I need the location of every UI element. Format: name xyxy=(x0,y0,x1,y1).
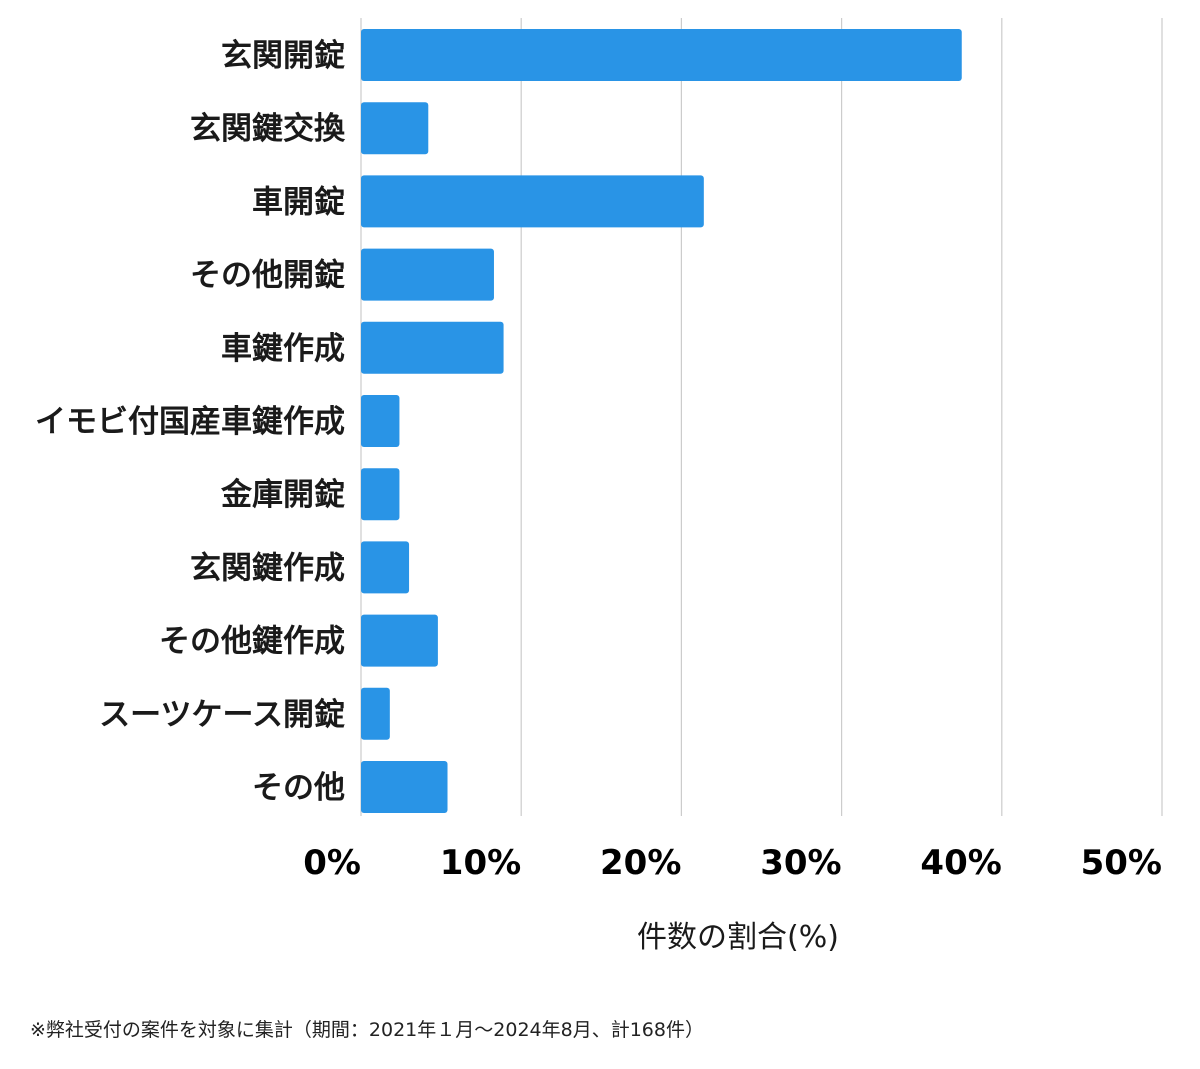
category-label-5: イモビ付国産車鍵作成 xyxy=(35,404,345,440)
bar-2 xyxy=(361,175,704,228)
category-labels: 玄関開錠玄関鍵交換車開錠その他開錠車鍵作成イモビ付国産車鍵作成金庫開錠玄関鍵作成… xyxy=(35,38,346,806)
category-label-7: 玄関鍵作成 xyxy=(190,550,345,586)
category-label-10: その他 xyxy=(252,770,345,806)
category-label-0: 玄関開錠 xyxy=(221,38,345,74)
category-label-9: スーツケース開錠 xyxy=(99,697,345,733)
x-tick-label-40: 40% xyxy=(920,843,1001,883)
category-label-2: 車開錠 xyxy=(252,184,345,220)
bar-1 xyxy=(361,102,429,155)
category-label-6: 金庫開錠 xyxy=(220,477,345,513)
category-label-3: その他開錠 xyxy=(190,258,345,294)
x-tick-label-10: 10% xyxy=(440,843,521,883)
category-label-4: 車鍵作成 xyxy=(221,331,345,367)
bars xyxy=(361,29,962,813)
bar-8 xyxy=(361,614,438,667)
grid-lines xyxy=(360,18,1163,816)
bar-7 xyxy=(361,541,410,594)
x-tick-label-20: 20% xyxy=(600,843,681,883)
bar-4 xyxy=(361,321,504,374)
bar-10 xyxy=(361,761,448,813)
x-tick-label-30: 30% xyxy=(760,843,841,883)
x-tick-labels: 0% 10% 20% 30% 40% 50% xyxy=(303,843,1162,883)
x-tick-label-0: 0% xyxy=(303,843,361,883)
bar-5 xyxy=(361,395,400,447)
bar-3 xyxy=(361,248,494,301)
bar-9 xyxy=(361,687,390,740)
bar-0 xyxy=(361,29,962,81)
x-axis-title: 件数の割合(%) xyxy=(637,920,839,955)
footnote: ※弊社受付の案件を対象に集計（期間：2021年１月～2024年8月、計168件） xyxy=(30,1019,704,1041)
bar-6 xyxy=(361,468,400,521)
category-label-1: 玄関鍵交換 xyxy=(190,111,346,147)
category-label-8: その他鍵作成 xyxy=(159,624,345,660)
x-tick-label-50: 50% xyxy=(1081,843,1162,883)
